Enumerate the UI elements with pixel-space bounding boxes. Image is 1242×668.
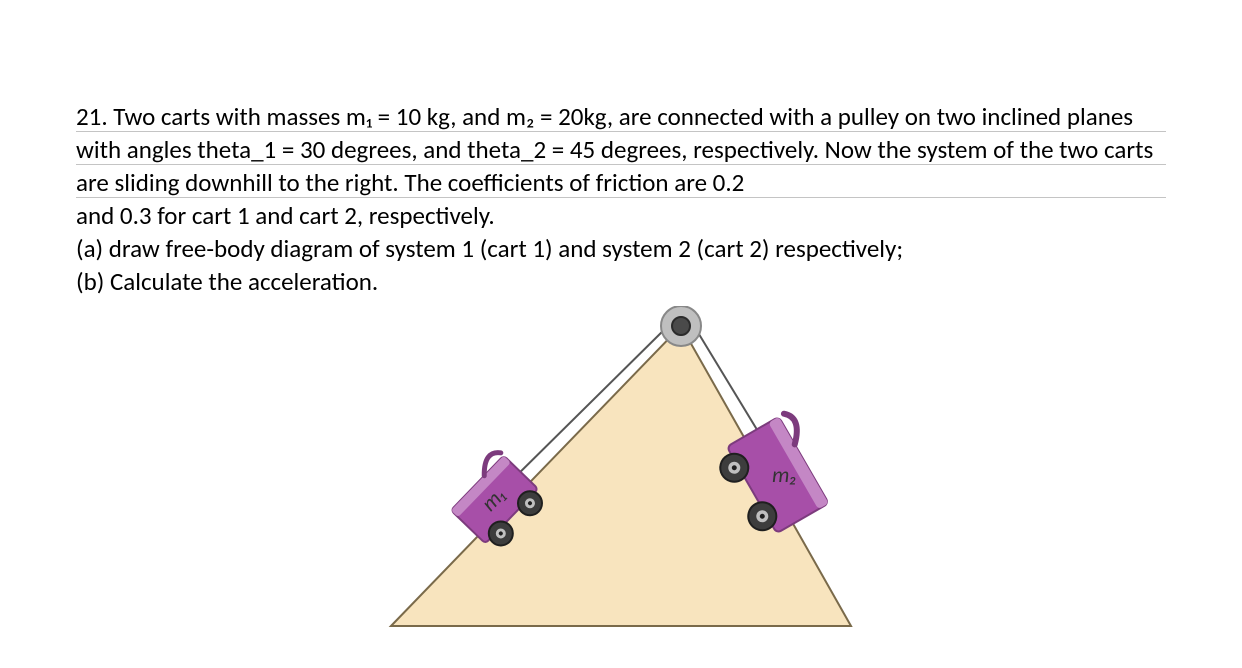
problem-guided-text: 21. Two carts with masses m₁ = 10 kg, an… [76,100,1166,199]
problem-part-b: (b) Calculate the acceleration. [76,265,1166,298]
problem-plain-line-1: and 0.3 for cart 1 and cart 2, respectiv… [76,199,1166,232]
cart-2-label: m₂ [772,461,797,488]
problem-part-a: (a) draw free-body diagram of system 1 (… [76,232,1166,265]
pulley [661,306,701,346]
physics-figure: m₁ m₂ [381,306,861,636]
